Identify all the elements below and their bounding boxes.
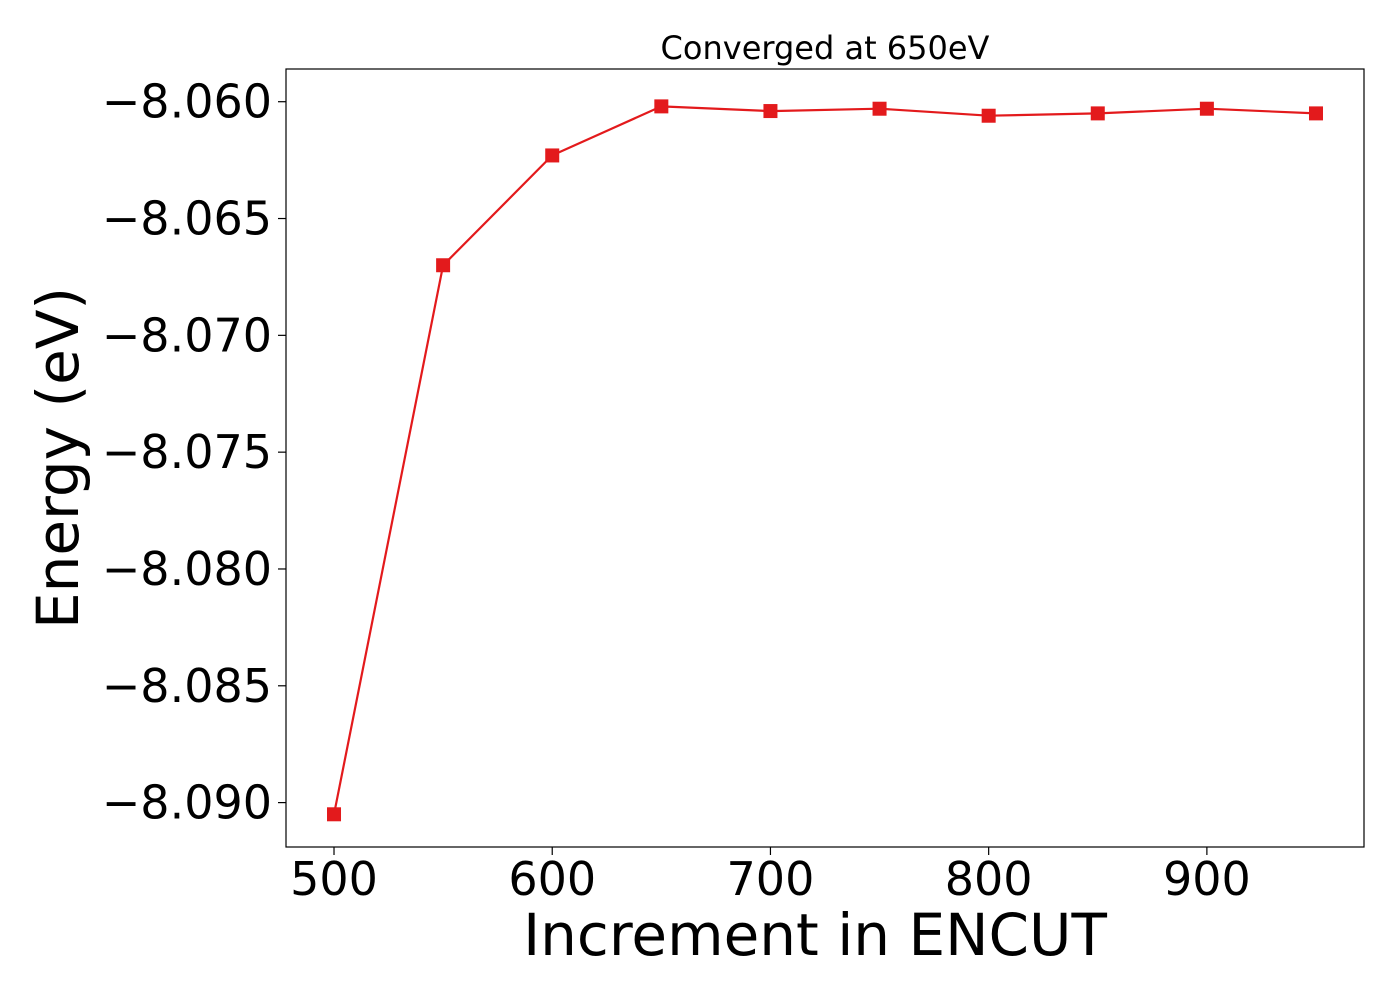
data-point-marker [327, 807, 342, 822]
data-point-marker [1090, 106, 1105, 121]
data-point-marker [981, 108, 996, 123]
y-tick-label: −8.060 [102, 75, 272, 129]
y-tick-label: −8.085 [102, 659, 272, 713]
data-point-marker [654, 99, 669, 114]
data-point-marker [1199, 101, 1214, 116]
series-group [327, 99, 1323, 822]
data-point-marker [1308, 106, 1323, 121]
series-line [332, 105, 1317, 815]
y-tick-label: −8.090 [102, 776, 272, 830]
y-tick-label: −8.075 [102, 425, 272, 479]
data-point-marker [436, 258, 451, 273]
y-axis-ticks: −8.060 −8.065 −8.070 −8.075 −8.080 −8.085 −8.0… [102, 75, 286, 830]
x-tick-label: 900 [1163, 852, 1251, 906]
y-tick-label: −8.070 [102, 308, 272, 362]
plot-area [285, 68, 1365, 848]
x-axis-ticks: 500 600 700 800 900 [290, 847, 1251, 906]
x-tick-label: 500 [290, 852, 378, 906]
y-tick-label: −8.080 [102, 542, 272, 596]
x-tick-label: 800 [945, 852, 1033, 906]
x-tick-label: 700 [727, 852, 815, 906]
chart-title: Converged at 650eV [661, 29, 990, 67]
x-axis-label: Increment in ENCUT [523, 901, 1107, 969]
x-tick-label: 600 [508, 852, 596, 906]
data-point-marker [872, 101, 887, 116]
y-tick-label: −8.065 [102, 192, 272, 246]
data-point-marker [763, 104, 778, 119]
y-axis-label: Energy (eV) [24, 287, 92, 629]
data-point-marker [545, 148, 560, 163]
plot-frame [285, 68, 1365, 848]
